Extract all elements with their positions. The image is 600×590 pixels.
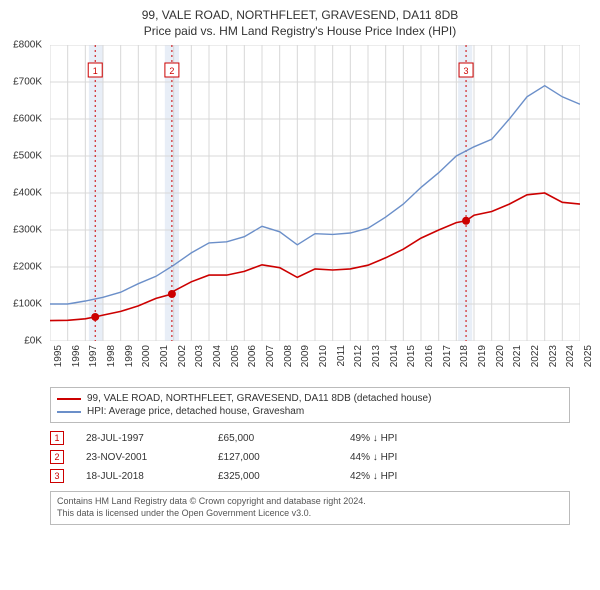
y-axis-label: £300K	[13, 225, 42, 236]
legend: 99, VALE ROAD, NORTHFLEET, GRAVESEND, DA…	[50, 387, 570, 423]
x-axis-label: 2003	[194, 345, 205, 367]
x-axis-label: 2016	[424, 345, 435, 367]
footer-line-2: This data is licensed under the Open Gov…	[57, 508, 563, 520]
chart-area: £0K£100K£200K£300K£400K£500K£600K£700K£8…	[50, 45, 580, 381]
y-axis-label: £400K	[13, 188, 42, 199]
x-axis-label: 2025	[583, 345, 594, 367]
sale-price: £127,000	[218, 452, 328, 463]
legend-swatch	[57, 398, 81, 400]
sale-marker-box: 2	[50, 450, 64, 464]
x-axis-label: 2010	[318, 345, 329, 367]
x-axis-label: 1996	[71, 345, 82, 367]
sale-marker-box: 1	[50, 431, 64, 445]
y-axis-label: £100K	[13, 299, 42, 310]
y-axis-label: £800K	[13, 40, 42, 51]
y-axis-label: £500K	[13, 151, 42, 162]
x-axis-label: 2002	[177, 345, 188, 367]
x-axis-label: 2006	[247, 345, 258, 367]
sale-marker-box: 3	[50, 469, 64, 483]
y-axis-label: £0K	[24, 336, 42, 347]
sale-row: 3 18-JUL-2018 £325,000 42% ↓ HPI	[50, 469, 594, 483]
x-axis-label: 2000	[141, 345, 152, 367]
x-axis-label: 2004	[212, 345, 223, 367]
sale-date: 23-NOV-2001	[86, 452, 196, 463]
x-axis-label: 2012	[353, 345, 364, 367]
legend-swatch	[57, 411, 81, 413]
svg-text:2: 2	[169, 66, 174, 76]
sale-hpi-delta: 44% ↓ HPI	[350, 452, 397, 463]
x-axis-label: 2009	[300, 345, 311, 367]
x-axis-label: 2007	[265, 345, 276, 367]
title-line-1: 99, VALE ROAD, NORTHFLEET, GRAVESEND, DA…	[6, 8, 594, 24]
x-axis-label: 2018	[459, 345, 470, 367]
x-axis-label: 1997	[88, 345, 99, 367]
line-chart: 1 2 3	[50, 45, 580, 341]
x-axis-label: 2011	[336, 345, 347, 367]
x-axis-label: 2022	[530, 345, 541, 367]
sale-date: 18-JUL-2018	[86, 471, 196, 482]
sale-row: 2 23-NOV-2001 £127,000 44% ↓ HPI	[50, 450, 594, 464]
sale-row: 1 28-JUL-1997 £65,000 49% ↓ HPI	[50, 431, 594, 445]
x-axis-label: 2001	[159, 345, 170, 367]
x-axis-label: 2020	[495, 345, 506, 367]
x-axis-label: 2017	[442, 345, 453, 367]
x-axis-label: 2019	[477, 345, 488, 367]
x-axis-label: 2024	[565, 345, 576, 367]
sale-price: £65,000	[218, 433, 328, 444]
x-axis-label: 2005	[230, 345, 241, 367]
container: 99, VALE ROAD, NORTHFLEET, GRAVESEND, DA…	[0, 0, 600, 590]
svg-text:3: 3	[464, 66, 469, 76]
svg-text:1: 1	[93, 66, 98, 76]
x-axis-label: 2008	[283, 345, 294, 367]
x-axis-label: 1998	[106, 345, 117, 367]
footer-line-1: Contains HM Land Registry data © Crown c…	[57, 496, 563, 508]
chart-title: 99, VALE ROAD, NORTHFLEET, GRAVESEND, DA…	[6, 8, 594, 39]
legend-row: 99, VALE ROAD, NORTHFLEET, GRAVESEND, DA…	[57, 392, 563, 405]
x-axis-label: 2023	[548, 345, 559, 367]
sale-hpi-delta: 49% ↓ HPI	[350, 433, 397, 444]
x-axis-label: 1999	[124, 345, 135, 367]
sale-date: 28-JUL-1997	[86, 433, 196, 444]
sale-price: £325,000	[218, 471, 328, 482]
x-axis-label: 2014	[389, 345, 400, 367]
legend-label: HPI: Average price, detached house, Grav…	[87, 406, 304, 417]
footer-attribution: Contains HM Land Registry data © Crown c…	[50, 491, 570, 524]
x-axis-label: 2013	[371, 345, 382, 367]
x-axis-label: 2015	[406, 345, 417, 367]
sales-table: 1 28-JUL-1997 £65,000 49% ↓ HPI 2 23-NOV-2001…	[50, 431, 594, 483]
x-axis-label: 1995	[53, 345, 64, 367]
x-axis-label: 2021	[512, 345, 523, 367]
y-axis-label: £600K	[13, 114, 42, 125]
title-line-2: Price paid vs. HM Land Registry's House …	[6, 24, 594, 40]
y-axis-label: £200K	[13, 262, 42, 273]
sale-hpi-delta: 42% ↓ HPI	[350, 471, 397, 482]
legend-label: 99, VALE ROAD, NORTHFLEET, GRAVESEND, DA…	[87, 393, 431, 404]
y-axis-label: £700K	[13, 77, 42, 88]
legend-row: HPI: Average price, detached house, Grav…	[57, 405, 563, 418]
